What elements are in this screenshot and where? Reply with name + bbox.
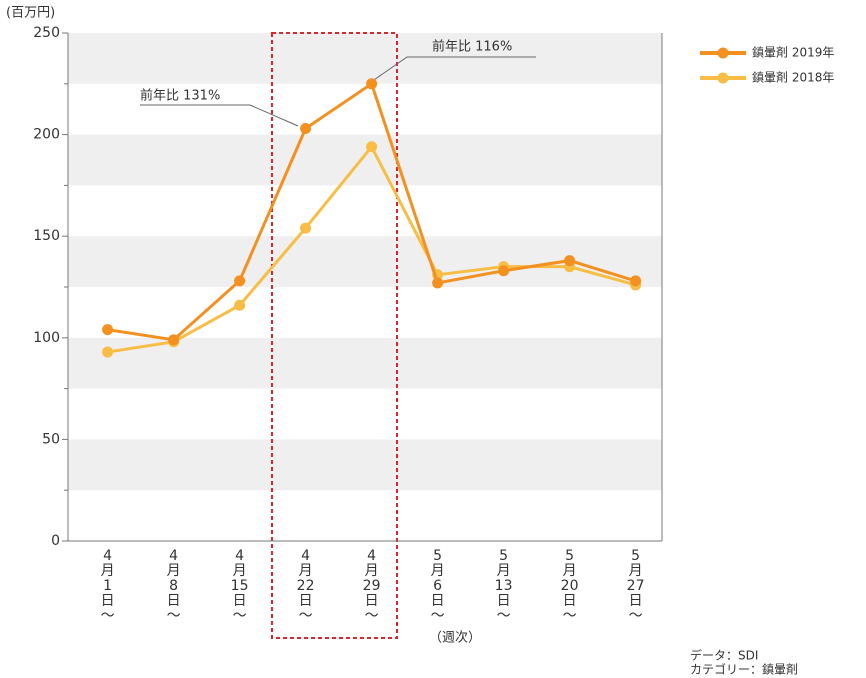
point xyxy=(366,78,378,90)
legend-label: 鎮暈剤 2019年 xyxy=(752,45,834,60)
annotation: 前年比 116% xyxy=(432,39,512,55)
stripe xyxy=(68,439,662,491)
series-line xyxy=(107,81,637,342)
stripe xyxy=(68,134,662,186)
x-tick-label: 4 月 15 日〜 xyxy=(231,548,249,624)
x-tick-label: 5 月 6 日〜 xyxy=(431,548,445,624)
point xyxy=(366,141,378,153)
x-tick-label: 5 月 20 日〜 xyxy=(561,548,579,624)
x-tick-label: 4 月 8 日〜 xyxy=(167,548,181,624)
x-tick-label: 4 月 29 日〜 xyxy=(363,548,381,624)
y-tick-label: 100 xyxy=(33,330,60,346)
point xyxy=(102,346,114,358)
point xyxy=(300,222,312,234)
stripe xyxy=(68,33,662,84)
y-tick-label: 50 xyxy=(42,431,60,447)
point xyxy=(102,324,114,336)
stripe xyxy=(68,337,662,389)
x-tick-label: 5 月 27 日〜 xyxy=(627,548,645,624)
legend-marker xyxy=(717,47,729,59)
point xyxy=(168,334,180,346)
point xyxy=(234,275,246,287)
y-tick-label: 150 xyxy=(33,228,60,244)
x-note: （週次） xyxy=(429,630,481,646)
point xyxy=(630,275,642,287)
point xyxy=(234,299,246,311)
x-tick-label: 5 月 13 日〜 xyxy=(495,548,513,624)
point xyxy=(432,277,444,289)
legend-label: 鎮暈剤 2018年 xyxy=(752,70,834,85)
y-unit: (百万円) xyxy=(6,6,55,21)
highlight-box xyxy=(271,32,398,639)
point xyxy=(564,255,576,267)
source: データ：SDI xyxy=(690,648,758,663)
annotation-leader xyxy=(370,56,536,83)
point xyxy=(300,123,312,135)
legend-marker xyxy=(717,72,729,84)
source: カテゴリー：鎮暈剤 xyxy=(690,662,798,677)
point xyxy=(498,265,510,277)
annotation-leader xyxy=(140,104,299,127)
y-tick-label: 250 xyxy=(33,25,60,41)
annotation: 前年比 131% xyxy=(140,88,220,104)
y-tick-label: 0 xyxy=(51,533,60,549)
x-tick-label: 4 月 22 日〜 xyxy=(297,548,315,624)
x-tick-label: 4 月 1 日〜 xyxy=(101,548,115,624)
y-tick-label: 200 xyxy=(33,127,60,143)
